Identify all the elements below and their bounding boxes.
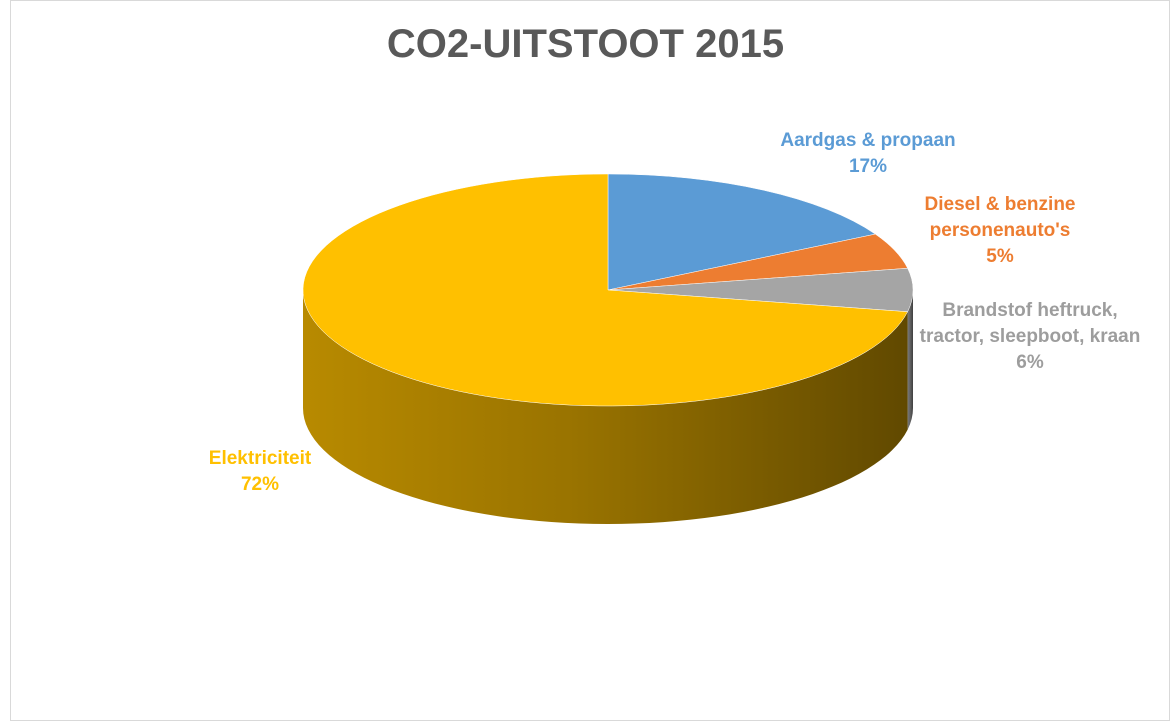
value-label: 17%: [848, 156, 888, 177]
value-label: 72%: [240, 474, 280, 495]
data-label: Diesel & benzine personenauto's 5%: [895, 192, 1105, 270]
category-label: Elektriciteit: [208, 448, 312, 469]
data-label: Brandstof heftruck, tractor, sleepboot, …: [910, 298, 1150, 376]
slice: [607, 173, 876, 291]
data-label: Elektriciteit 72%: [160, 446, 360, 498]
chart-title: CO2-UITSTOOT 2015: [386, 22, 785, 66]
category-label: Diesel & benzine personenauto's: [924, 194, 1076, 241]
slice-side: [907, 290, 913, 430]
slice-side: [303, 290, 908, 525]
data-label: Aardgas & propaan 17%: [738, 128, 998, 180]
slice: [302, 173, 908, 407]
category-label: Aardgas & propaan: [780, 130, 956, 151]
value-label: 5%: [986, 246, 1014, 267]
category-label: Brandstof heftruck, tractor, sleepboot, …: [919, 300, 1141, 347]
value-label: 6%: [1016, 352, 1044, 373]
